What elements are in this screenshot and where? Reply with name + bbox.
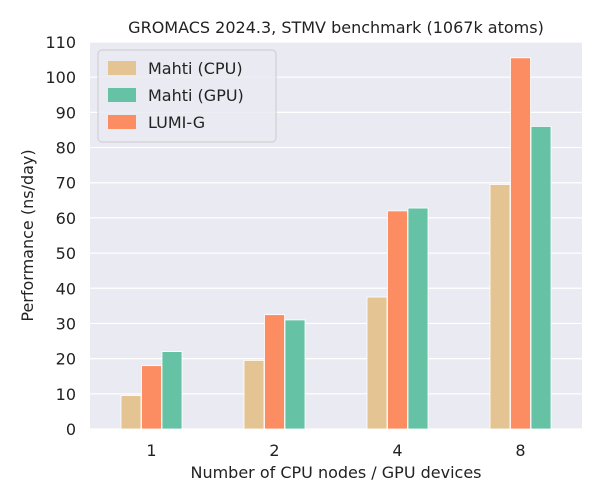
bar-mahti-gpu-2 — [284, 319, 306, 430]
legend-swatch — [108, 115, 136, 129]
legend-label: Mahti (GPU) — [148, 86, 244, 105]
y-tick-label: 10 — [56, 385, 76, 404]
legend-label: Mahti (CPU) — [148, 59, 243, 78]
bar-mahti-cpu-1 — [120, 395, 142, 430]
bars-group — [120, 57, 552, 430]
y-tick-label: 50 — [56, 244, 76, 263]
x-tick-labels: 1 2 4 8 — [146, 441, 525, 460]
y-tick-label: 100 — [45, 68, 76, 87]
x-tick-label: 4 — [392, 441, 402, 460]
x-tick-label: 1 — [146, 441, 156, 460]
y-tick-label: 0 — [66, 420, 76, 439]
y-tick-label: 110 — [45, 33, 76, 52]
y-tick-label: 20 — [56, 350, 76, 369]
x-tick-label: 2 — [269, 441, 279, 460]
bar-mahti-gpu-4 — [407, 207, 429, 430]
bar-mahti-cpu-4 — [366, 296, 388, 430]
y-tick-label: 40 — [56, 279, 76, 298]
y-tick-label: 80 — [56, 139, 76, 158]
legend: Mahti (CPU) Mahti (GPU) LUMI-G — [97, 49, 277, 143]
bar-lumi-g-4 — [387, 210, 408, 430]
bar-mahti-cpu-2 — [243, 359, 265, 430]
y-tick-labels: 0 10 20 30 40 50 60 70 80 90 100 110 — [45, 33, 76, 439]
y-tick-label: 90 — [56, 103, 76, 122]
legend-label: LUMI-G — [148, 113, 205, 132]
legend-frame — [97, 49, 277, 143]
bar-mahti-gpu-1 — [161, 351, 183, 430]
bar-mahti-gpu-8 — [530, 126, 552, 430]
x-tick-label: 8 — [515, 441, 525, 460]
chart-title: GROMACS 2024.3, STMV benchmark (1067k at… — [128, 18, 544, 37]
bar-lumi-g-8 — [510, 57, 531, 430]
legend-swatch — [108, 61, 136, 75]
bar-lumi-g-2 — [264, 314, 285, 430]
y-tick-label: 70 — [56, 174, 76, 193]
x-axis-label: Number of CPU nodes / GPU devices — [190, 463, 481, 482]
y-axis-label: Performance (ns/day) — [18, 149, 37, 321]
y-tick-label: 60 — [56, 209, 76, 228]
legend-swatch — [108, 88, 136, 102]
y-tick-label: 30 — [56, 314, 76, 333]
bar-mahti-cpu-8 — [489, 184, 511, 430]
bar-lumi-g-1 — [141, 365, 162, 430]
